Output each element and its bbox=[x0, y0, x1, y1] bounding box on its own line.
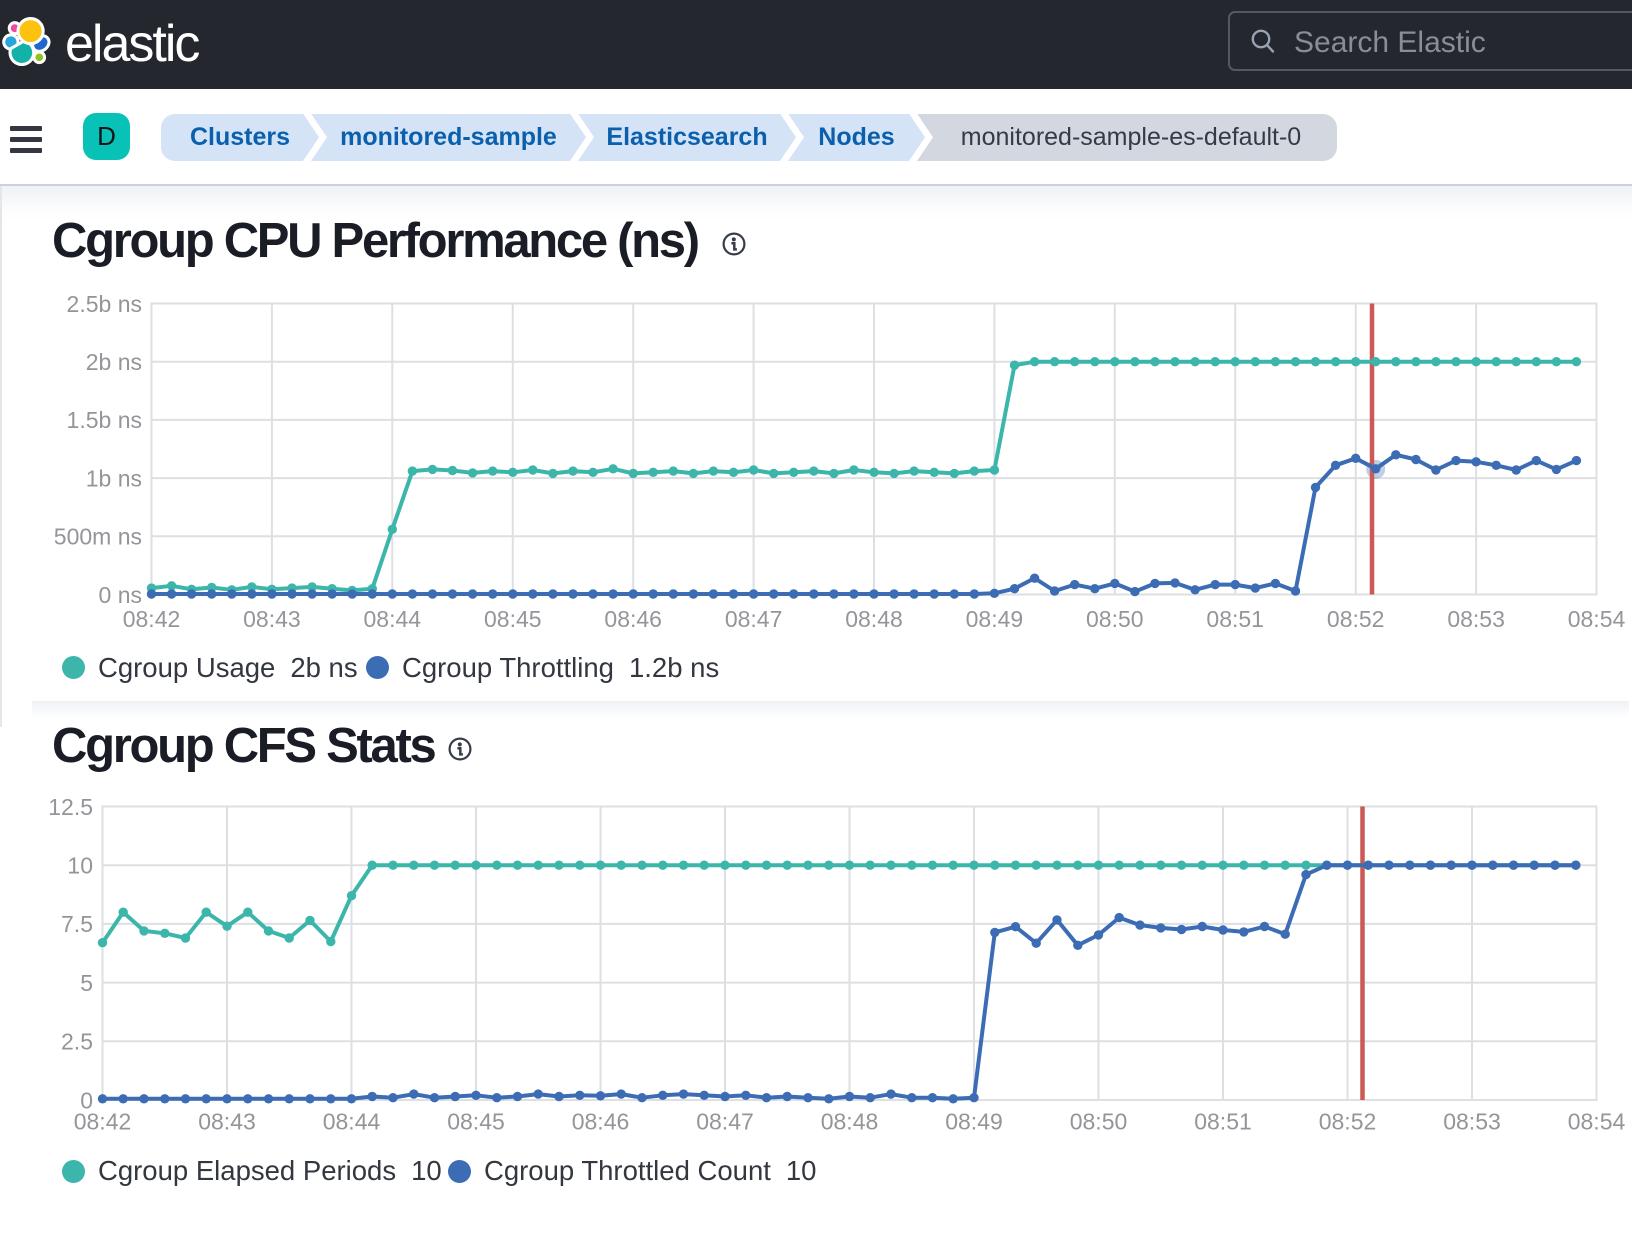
svg-text:08:51: 08:51 bbox=[1194, 1109, 1252, 1135]
svg-text:08:42: 08:42 bbox=[74, 1109, 132, 1135]
svg-text:08:44: 08:44 bbox=[364, 606, 422, 632]
svg-text:0 ns: 0 ns bbox=[99, 582, 142, 608]
svg-text:7.5: 7.5 bbox=[61, 911, 93, 937]
svg-text:08:45: 08:45 bbox=[447, 1109, 505, 1135]
svg-text:08:45: 08:45 bbox=[484, 606, 542, 632]
svg-text:08:46: 08:46 bbox=[572, 1109, 630, 1135]
svg-text:1b ns: 1b ns bbox=[86, 465, 142, 491]
svg-text:08:44: 08:44 bbox=[323, 1109, 381, 1135]
svg-text:08:53: 08:53 bbox=[1447, 606, 1505, 632]
svg-text:08:52: 08:52 bbox=[1327, 606, 1385, 632]
svg-text:08:47: 08:47 bbox=[725, 606, 783, 632]
svg-text:08:42: 08:42 bbox=[123, 606, 181, 632]
svg-text:08:43: 08:43 bbox=[198, 1109, 256, 1135]
svg-text:08:50: 08:50 bbox=[1070, 1109, 1128, 1135]
svg-text:08:54: 08:54 bbox=[1568, 606, 1626, 632]
svg-text:08:48: 08:48 bbox=[845, 606, 903, 632]
svg-text:500m ns: 500m ns bbox=[54, 524, 142, 550]
svg-text:08:51: 08:51 bbox=[1206, 606, 1264, 632]
svg-text:2.5b ns: 2.5b ns bbox=[67, 291, 142, 317]
svg-text:10: 10 bbox=[67, 853, 93, 879]
svg-text:12.5: 12.5 bbox=[48, 794, 93, 820]
svg-text:08:49: 08:49 bbox=[945, 1109, 1003, 1135]
svg-text:0: 0 bbox=[80, 1087, 93, 1113]
svg-text:08:54: 08:54 bbox=[1568, 1109, 1626, 1135]
svg-text:08:50: 08:50 bbox=[1086, 606, 1144, 632]
svg-text:2.5: 2.5 bbox=[61, 1029, 93, 1055]
svg-text:08:48: 08:48 bbox=[821, 1109, 879, 1135]
svg-text:08:47: 08:47 bbox=[696, 1109, 754, 1135]
svg-text:08:43: 08:43 bbox=[243, 606, 301, 632]
svg-text:5: 5 bbox=[80, 970, 93, 996]
svg-text:08:52: 08:52 bbox=[1319, 1109, 1377, 1135]
svg-text:08:49: 08:49 bbox=[966, 606, 1024, 632]
svg-text:08:53: 08:53 bbox=[1443, 1109, 1501, 1135]
svg-text:08:46: 08:46 bbox=[604, 606, 662, 632]
svg-text:2b ns: 2b ns bbox=[86, 349, 142, 375]
svg-text:1.5b ns: 1.5b ns bbox=[67, 407, 142, 433]
